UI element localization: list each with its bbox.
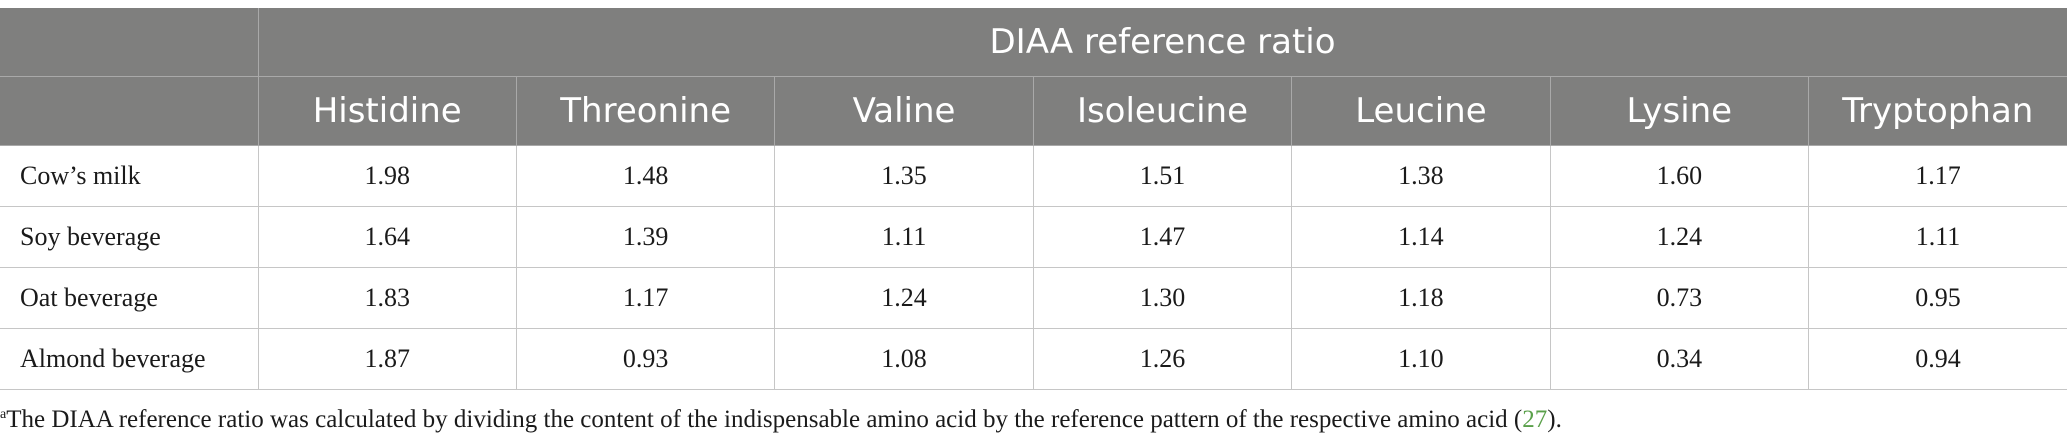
- row-label: Soy beverage: [0, 206, 259, 268]
- table-row: Oat beverage 1.83 1.17 1.24 1.30 1.18 0.…: [0, 267, 2067, 329]
- table-footnote: aThe DIAA reference ratio was calculated…: [0, 406, 1562, 434]
- group-header: DIAA reference ratio: [257, 8, 2067, 77]
- row-label: Almond beverage: [0, 328, 259, 390]
- footnote-marker: a: [0, 407, 7, 422]
- reference-link[interactable]: 27: [1522, 406, 1548, 433]
- table-cell: 1.17: [515, 267, 776, 329]
- table-cell: 1.98: [257, 145, 517, 207]
- table-cell: 1.18: [1291, 267, 1551, 329]
- row-label: Oat beverage: [0, 267, 259, 329]
- footnote-text: The DIAA reference ratio was calculated …: [6, 406, 1523, 433]
- table-cell: 1.51: [1032, 145, 1293, 207]
- header-columns-row: Histidine Threonine Valine Isoleucine Le…: [0, 76, 2067, 146]
- table-cell: 1.83: [257, 267, 517, 329]
- header-group-row: DIAA reference ratio: [0, 8, 2067, 77]
- table-cell: 1.11: [1808, 206, 2067, 268]
- table-cell: 1.14: [1291, 206, 1551, 268]
- table-cell: 1.47: [1032, 206, 1293, 268]
- table-cell: 0.95: [1808, 267, 2067, 329]
- table-cell: 1.11: [774, 206, 1034, 268]
- table-cell: 1.35: [774, 145, 1034, 207]
- header-corner-lower: [0, 76, 259, 146]
- column-header-histidine: Histidine: [257, 76, 517, 146]
- column-header-threonine: Threonine: [515, 76, 776, 146]
- column-header-isoleucine: Isoleucine: [1032, 76, 1293, 146]
- table-cell: 1.60: [1549, 145, 1810, 207]
- table-cell: 0.94: [1808, 328, 2067, 390]
- table-cell: 1.24: [774, 267, 1034, 329]
- footnote-suffix: ).: [1547, 406, 1562, 433]
- table-cell: 1.30: [1032, 267, 1293, 329]
- diaa-table: DIAA reference ratio Histidine Threonine…: [0, 8, 2067, 390]
- table-cell: 1.38: [1291, 145, 1551, 207]
- table-cell: 0.34: [1549, 328, 1810, 390]
- column-header-valine: Valine: [774, 76, 1034, 146]
- table-cell: 1.39: [515, 206, 776, 268]
- table-cell: 1.24: [1549, 206, 1810, 268]
- header-corner: [0, 8, 259, 77]
- table-cell: 0.93: [515, 328, 776, 390]
- table-cell: 1.08: [774, 328, 1034, 390]
- table-row: Cow’s milk 1.98 1.48 1.35 1.51 1.38 1.60…: [0, 145, 2067, 207]
- table-cell: 0.73: [1549, 267, 1810, 329]
- column-header-tryptophan: Tryptophan: [1808, 76, 2067, 146]
- table-cell: 1.64: [257, 206, 517, 268]
- row-label: Cow’s milk: [0, 145, 259, 207]
- table-row: Almond beverage 1.87 0.93 1.08 1.26 1.10…: [0, 328, 2067, 390]
- table-cell: 1.17: [1808, 145, 2067, 207]
- table-cell: 1.87: [257, 328, 517, 390]
- table-cell: 1.26: [1032, 328, 1293, 390]
- data-table-container: DIAA reference ratio Histidine Threonine…: [0, 8, 2067, 390]
- table-cell: 1.48: [515, 145, 776, 207]
- table-row: Soy beverage 1.64 1.39 1.11 1.47 1.14 1.…: [0, 206, 2067, 268]
- table-cell: 1.10: [1291, 328, 1551, 390]
- column-header-leucine: Leucine: [1291, 76, 1551, 146]
- column-header-lysine: Lysine: [1549, 76, 1810, 146]
